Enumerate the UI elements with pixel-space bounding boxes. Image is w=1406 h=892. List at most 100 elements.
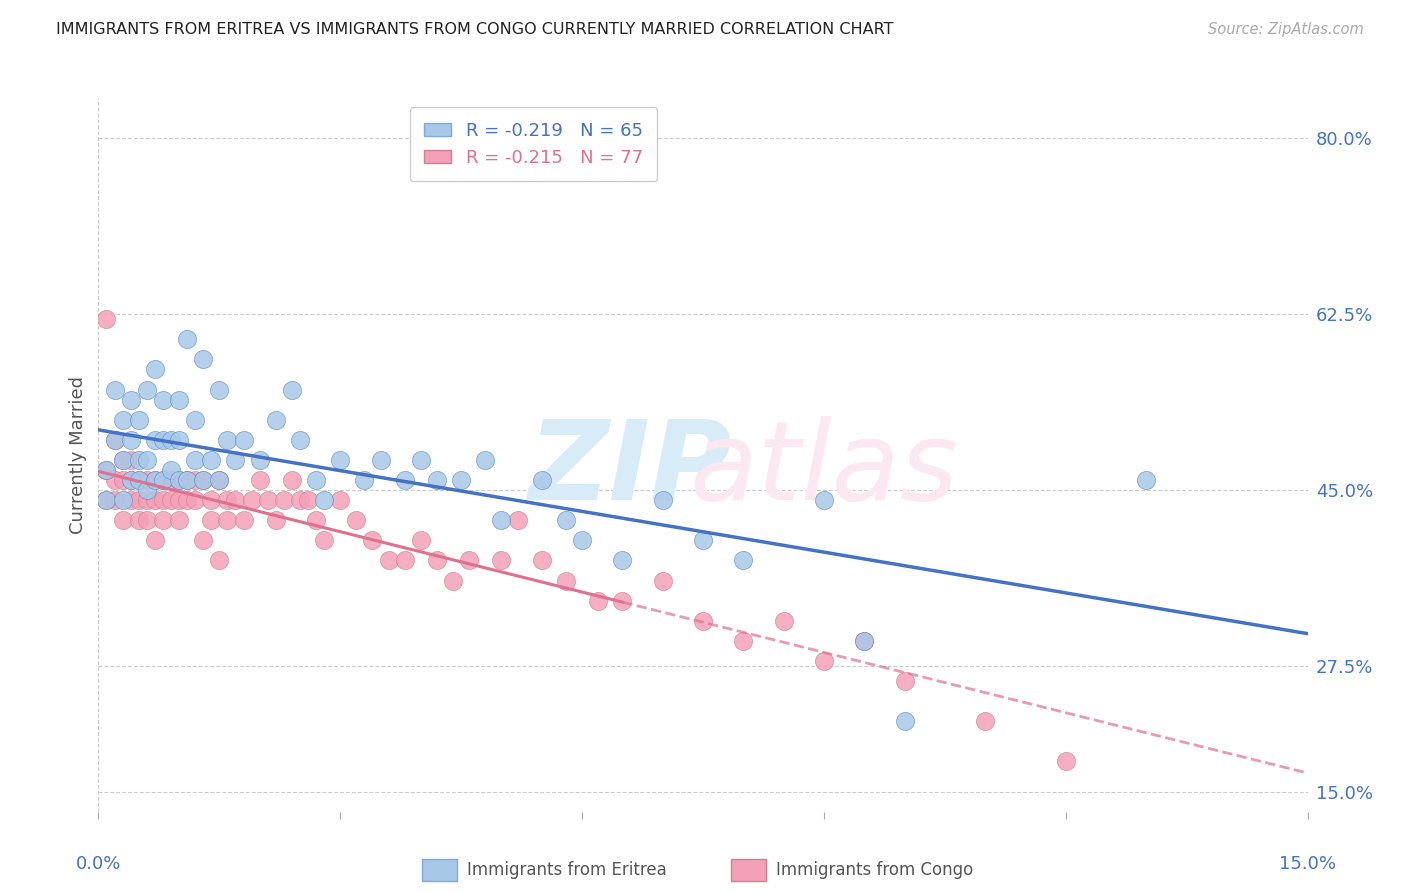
Point: [143, 493, 166, 508]
Point: [167, 392, 190, 407]
Y-axis label: Currently Married: Currently Married: [69, 376, 87, 534]
Point: [120, 493, 142, 508]
Point: [329, 493, 352, 508]
Point: [160, 473, 183, 487]
Point: [143, 433, 166, 447]
Point: [128, 513, 150, 527]
Point: [555, 513, 578, 527]
Point: [853, 633, 876, 648]
Point: [813, 654, 835, 668]
Text: Immigrants from Congo: Immigrants from Congo: [776, 861, 973, 879]
Point: [281, 383, 304, 397]
Point: [733, 633, 755, 648]
Point: [441, 574, 464, 588]
Point: [111, 513, 134, 527]
Point: [974, 714, 997, 729]
Point: [96, 463, 118, 477]
Point: [232, 513, 254, 527]
Point: [361, 533, 384, 548]
Point: [96, 493, 118, 508]
Point: [167, 473, 190, 487]
Point: [224, 453, 246, 467]
Point: [167, 493, 190, 508]
Point: [135, 483, 157, 497]
Point: [426, 553, 449, 567]
Point: [103, 493, 125, 508]
Point: [474, 453, 496, 467]
Point: [120, 473, 142, 487]
Point: [184, 473, 207, 487]
Point: [217, 433, 239, 447]
Point: [111, 473, 134, 487]
Point: [586, 593, 609, 607]
Point: [120, 433, 142, 447]
Point: [240, 493, 263, 508]
Legend: R = -0.219   N = 65, R = -0.215   N = 77: R = -0.219 N = 65, R = -0.215 N = 77: [409, 107, 657, 181]
Point: [167, 433, 190, 447]
Point: [143, 473, 166, 487]
Point: [152, 392, 174, 407]
Point: [128, 473, 150, 487]
Point: [193, 533, 215, 548]
Point: [264, 513, 287, 527]
Point: [152, 513, 174, 527]
Point: [208, 473, 231, 487]
Point: [314, 493, 336, 508]
Point: [167, 473, 190, 487]
Point: [555, 574, 578, 588]
Point: [530, 473, 553, 487]
Point: [370, 453, 392, 467]
Point: [152, 473, 174, 487]
Point: [249, 453, 271, 467]
Point: [344, 513, 367, 527]
Point: [96, 312, 118, 326]
Point: [143, 473, 166, 487]
Point: [651, 493, 673, 508]
Point: [143, 533, 166, 548]
Text: Immigrants from Eritrea: Immigrants from Eritrea: [467, 861, 666, 879]
Point: [288, 493, 311, 508]
Point: [176, 332, 198, 346]
Point: [256, 493, 278, 508]
Point: [167, 513, 190, 527]
Point: [176, 473, 198, 487]
Point: [305, 513, 328, 527]
Point: [394, 473, 416, 487]
Point: [176, 473, 198, 487]
Point: [160, 463, 183, 477]
Point: [426, 473, 449, 487]
Point: [135, 383, 157, 397]
Point: [305, 473, 328, 487]
Point: [893, 674, 915, 689]
Point: [692, 533, 714, 548]
Text: Source: ZipAtlas.com: Source: ZipAtlas.com: [1208, 22, 1364, 37]
Point: [893, 714, 915, 729]
Point: [111, 453, 134, 467]
Point: [128, 453, 150, 467]
Point: [450, 473, 472, 487]
Point: [208, 383, 231, 397]
Point: [135, 493, 157, 508]
Point: [772, 614, 794, 628]
Point: [288, 433, 311, 447]
Point: [249, 473, 271, 487]
Point: [128, 413, 150, 427]
Point: [96, 493, 118, 508]
Point: [853, 633, 876, 648]
Point: [152, 493, 174, 508]
Point: [329, 453, 352, 467]
Point: [232, 433, 254, 447]
Text: 0.0%: 0.0%: [76, 855, 121, 872]
Point: [491, 553, 513, 567]
Point: [217, 513, 239, 527]
Point: [377, 553, 399, 567]
Point: [273, 493, 295, 508]
Point: [733, 553, 755, 567]
Point: [692, 614, 714, 628]
Point: [103, 383, 125, 397]
Point: [96, 463, 118, 477]
Point: [128, 493, 150, 508]
Point: [111, 493, 134, 508]
Text: IMMIGRANTS FROM ERITREA VS IMMIGRANTS FROM CONGO CURRENTLY MARRIED CORRELATION C: IMMIGRANTS FROM ERITREA VS IMMIGRANTS FR…: [56, 22, 894, 37]
Point: [571, 533, 593, 548]
